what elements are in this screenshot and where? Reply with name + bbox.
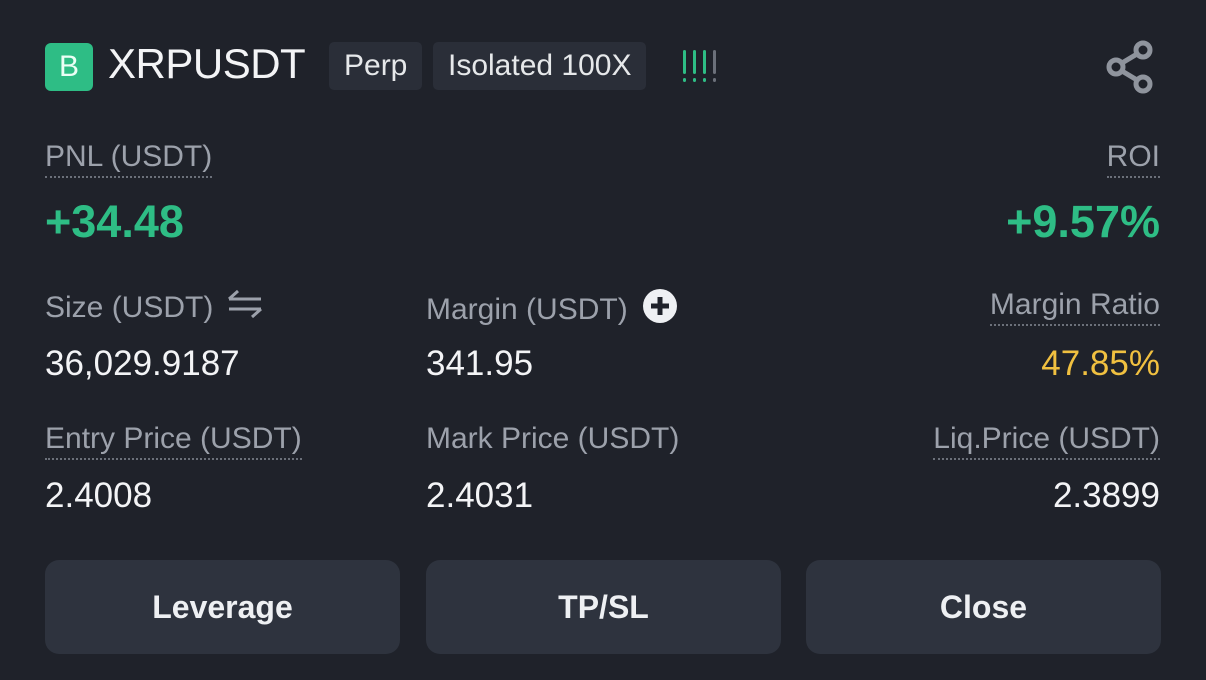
margin-label: Margin (USDT): [426, 288, 678, 332]
pnl-value: +34.48: [45, 196, 184, 247]
risk-level-indicator: [683, 50, 716, 82]
size-label: Size (USDT): [45, 288, 265, 328]
liq-price-label[interactable]: Liq.Price (USDT): [933, 422, 1160, 460]
risk-bar: [693, 50, 696, 82]
close-position-button[interactable]: Close: [806, 560, 1161, 654]
risk-bar: [713, 50, 716, 82]
entry-price-label[interactable]: Entry Price (USDT): [45, 422, 302, 460]
share-icon[interactable]: [1104, 40, 1158, 99]
risk-bar: [703, 50, 706, 82]
risk-bar: [683, 50, 686, 82]
liq-price-value: 2.3899: [1052, 476, 1160, 515]
roi-value: +9.57%: [1006, 196, 1160, 247]
entry-price-value: 2.4008: [45, 476, 153, 515]
perp-tag: Perp: [329, 42, 423, 90]
mark-price-value: 2.4031: [426, 476, 534, 515]
logo-letter: B: [58, 50, 79, 83]
roi-label[interactable]: ROI: [1106, 140, 1160, 178]
margin-mode-tag[interactable]: Isolated 100X: [433, 42, 647, 90]
size-label-text: Size (USDT): [45, 291, 214, 324]
swap-arrows-icon[interactable]: [225, 288, 265, 328]
pnl-label[interactable]: PNL (USDT): [45, 140, 213, 178]
margin-label-text: Margin (USDT): [426, 293, 628, 326]
plus-circle-icon[interactable]: [642, 288, 678, 332]
tpsl-button[interactable]: TP/SL: [426, 560, 781, 654]
leverage-button[interactable]: Leverage: [45, 560, 400, 654]
margin-ratio-value: 47.85%: [1041, 344, 1160, 383]
margin-ratio-label[interactable]: Margin Ratio: [989, 288, 1160, 326]
exchange-logo: B: [45, 43, 93, 91]
margin-value: 341.95: [426, 344, 534, 383]
symbol-title: XRPUSDT: [108, 40, 306, 87]
mark-price-label: Mark Price (USDT): [426, 422, 680, 455]
size-value: 36,029.9187: [45, 344, 240, 383]
